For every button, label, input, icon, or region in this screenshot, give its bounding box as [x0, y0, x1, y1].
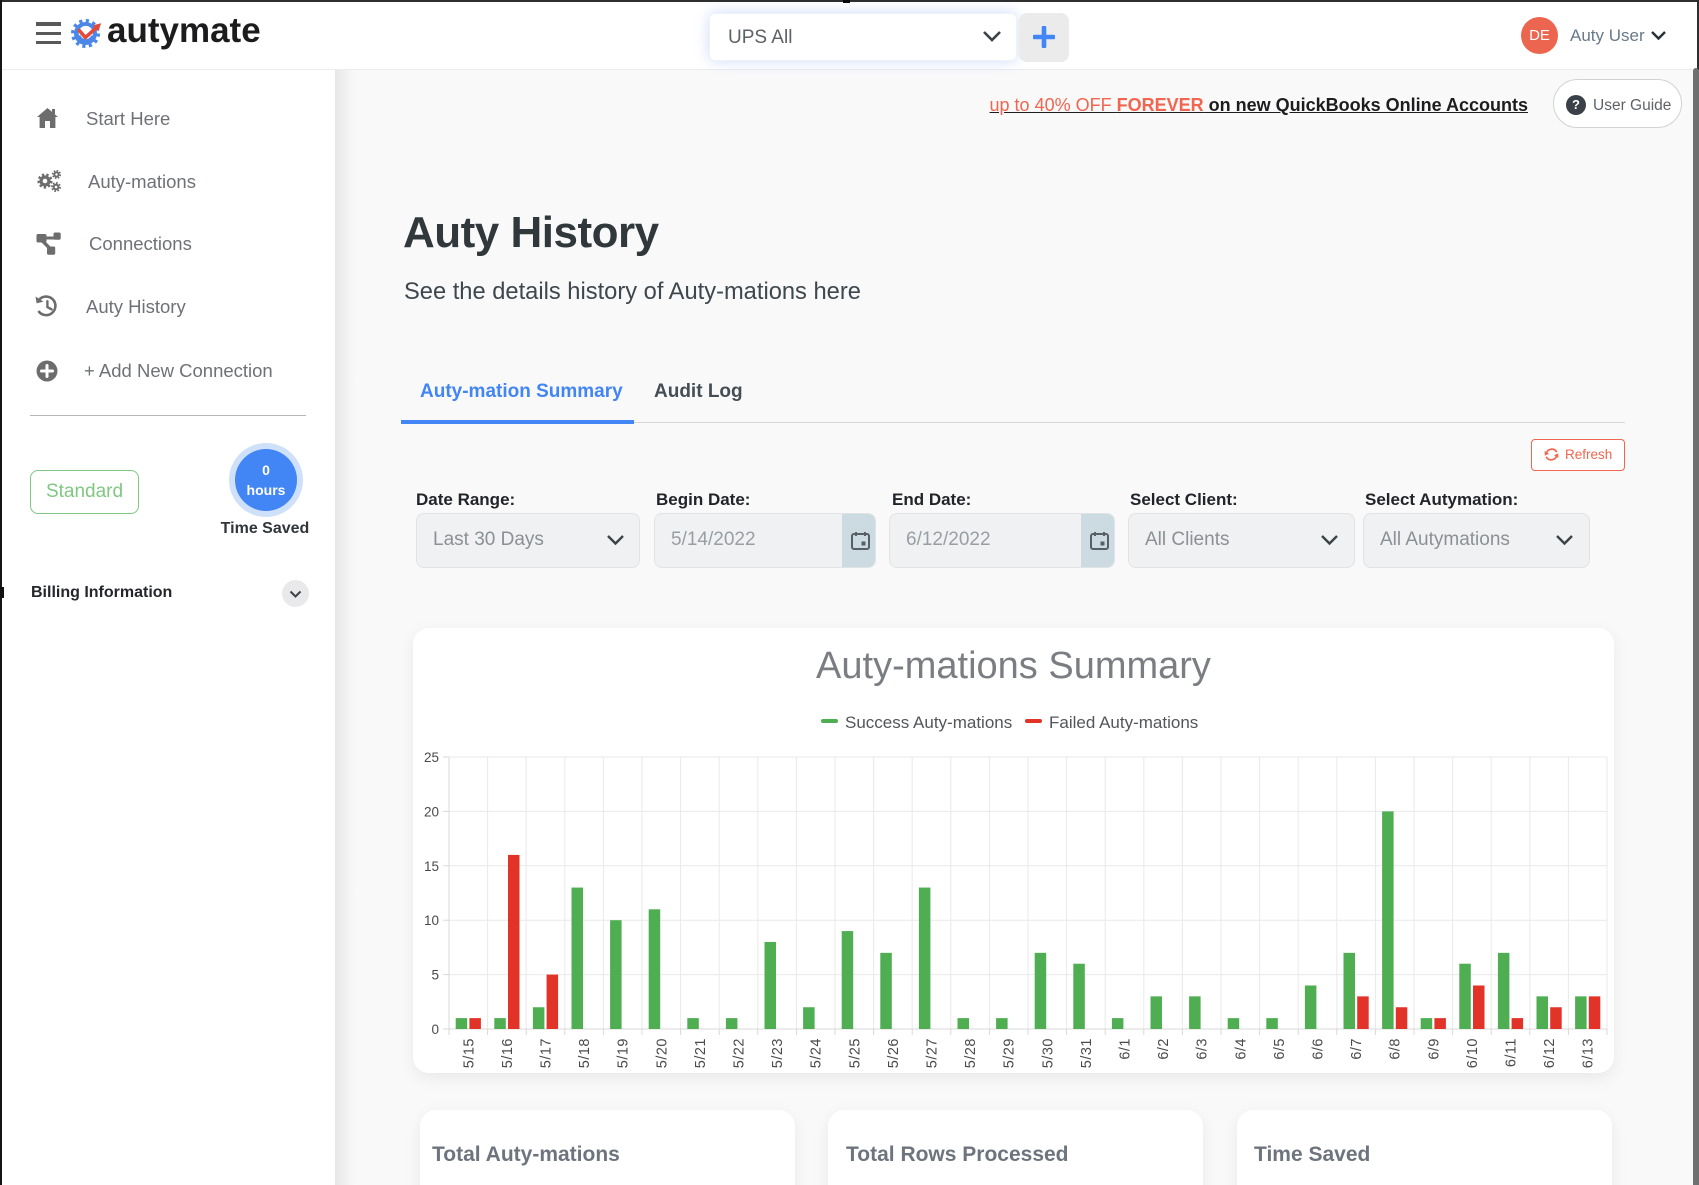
svg-text:5/25: 5/25	[847, 1038, 863, 1068]
svg-text:5/26: 5/26	[886, 1038, 902, 1068]
svg-text:5/17: 5/17	[539, 1038, 555, 1068]
svg-text:5/23: 5/23	[770, 1038, 786, 1068]
svg-text:6/3: 6/3	[1195, 1038, 1211, 1060]
svg-text:6/6: 6/6	[1311, 1038, 1327, 1060]
svg-text:20: 20	[424, 804, 439, 819]
svg-text:5/22: 5/22	[732, 1038, 748, 1068]
svg-text:5/21: 5/21	[693, 1038, 709, 1068]
svg-text:5/31: 5/31	[1079, 1038, 1095, 1068]
svg-text:6/7: 6/7	[1349, 1038, 1365, 1060]
svg-text:5/19: 5/19	[616, 1038, 632, 1068]
svg-text:5/20: 5/20	[654, 1038, 670, 1068]
svg-text:6/1: 6/1	[1118, 1038, 1134, 1060]
svg-text:5/29: 5/29	[1002, 1038, 1018, 1068]
svg-text:6/10: 6/10	[1465, 1038, 1481, 1068]
svg-text:5/18: 5/18	[577, 1038, 593, 1068]
svg-text:6/9: 6/9	[1426, 1038, 1442, 1060]
svg-text:5/24: 5/24	[809, 1038, 825, 1068]
svg-text:10: 10	[424, 913, 439, 928]
svg-text:6/8: 6/8	[1388, 1038, 1404, 1060]
svg-text:6/4: 6/4	[1233, 1038, 1249, 1060]
svg-text:5/27: 5/27	[925, 1038, 941, 1068]
svg-text:6/11: 6/11	[1504, 1038, 1520, 1067]
svg-text:6/12: 6/12	[1542, 1038, 1558, 1068]
svg-text:6/5: 6/5	[1272, 1038, 1288, 1060]
svg-text:0: 0	[431, 1022, 439, 1037]
svg-text:6/13: 6/13	[1581, 1038, 1597, 1068]
svg-text:5: 5	[431, 968, 439, 983]
svg-text:5/15: 5/15	[461, 1038, 477, 1068]
svg-text:5/16: 5/16	[500, 1038, 516, 1068]
svg-text:5/30: 5/30	[1040, 1038, 1056, 1068]
svg-text:5/28: 5/28	[963, 1038, 979, 1068]
svg-text:6/2: 6/2	[1156, 1038, 1172, 1060]
svg-text:15: 15	[424, 859, 439, 874]
svg-text:25: 25	[424, 750, 439, 765]
